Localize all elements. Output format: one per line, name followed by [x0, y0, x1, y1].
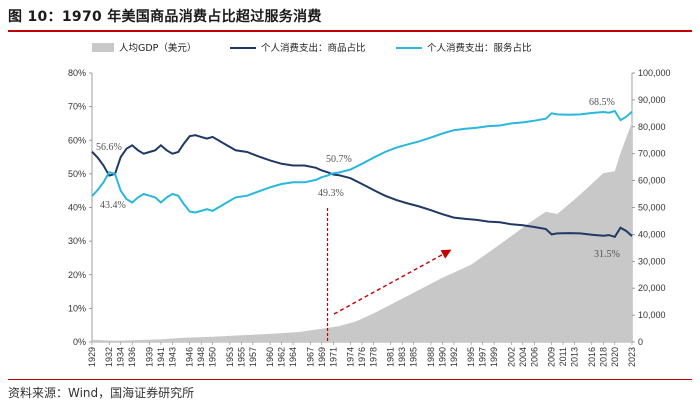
x-tick-label: 1932: [104, 347, 114, 367]
x-tick-label: 1955: [236, 347, 246, 367]
x-tick-label: 1943: [167, 347, 177, 367]
goods-share-line: [91, 134, 633, 238]
source-note: 资料来源：Wind，国海证券研究所: [8, 386, 195, 400]
x-tick-label: 1948: [196, 347, 206, 367]
x-tick-label: 2013: [570, 347, 580, 367]
right-tick-label: 10,000: [638, 310, 666, 320]
right-tick-label: 80,000: [638, 122, 666, 132]
x-tick-label: 1960: [265, 347, 275, 367]
annotation-goods-2023: 31.5%: [594, 249, 620, 260]
annotation-crossover-high: 50.7%: [326, 154, 352, 165]
annotation-crossover-low: 49.3%: [318, 188, 344, 199]
legend-swatch-gdp: [92, 43, 114, 52]
x-tick-label: 1967: [305, 347, 315, 367]
left-tick-label: 50%: [68, 169, 86, 179]
services-share-line: [91, 109, 633, 214]
left-axis-ticks: 0% 10% 20% 30% 40% 50% 60% 70% 80%: [68, 68, 92, 347]
x-tick-label: 1999: [489, 347, 499, 367]
x-tick-label: 1962: [277, 347, 287, 367]
right-tick-label: 20,000: [638, 283, 666, 293]
x-tick-label: 1953: [225, 347, 235, 367]
x-tick-label: 2023: [627, 347, 637, 367]
right-tick-label: 70,000: [638, 149, 666, 159]
source-divider: [8, 379, 692, 380]
x-tick-label: 1981: [386, 347, 396, 367]
gdp-area-series: [92, 122, 632, 342]
x-tick-label: 2002: [506, 347, 516, 367]
x-tick-label: 1995: [466, 347, 476, 367]
x-tick-label: 2011: [558, 347, 568, 366]
legend-label-services: 个人消费支出：服务占比: [427, 42, 532, 54]
right-tick-label: 60,000: [638, 176, 666, 186]
x-tick-label: 2004: [518, 347, 528, 367]
growth-trend-arrow: [333, 249, 452, 315]
left-tick-label: 30%: [68, 236, 86, 246]
left-tick-label: 60%: [68, 135, 86, 145]
right-tick-label: 0: [638, 337, 643, 347]
left-tick-label: 40%: [68, 203, 86, 213]
x-tick-label: 1964: [288, 347, 298, 367]
title-divider: [8, 30, 692, 32]
x-tick-label: 1934: [116, 347, 126, 367]
right-tick-label: 50,000: [638, 203, 666, 213]
left-tick-label: 80%: [68, 68, 86, 78]
right-tick-label: 40,000: [638, 229, 666, 239]
x-tick-label: 1990: [437, 347, 447, 367]
x-tick-label: 1976: [357, 347, 367, 367]
x-tick-label: 1983: [397, 347, 407, 367]
x-tick-label: 2016: [587, 347, 597, 367]
x-tick-label: 1978: [368, 347, 378, 367]
annotation-services-1929: 43.4%: [100, 200, 126, 211]
annotation-goods-1929: 56.6%: [96, 142, 122, 153]
chart-legend: 人均GDP（美元） 个人消费支出：商品占比 个人消费支出：服务占比: [92, 42, 532, 54]
x-tick-label: 2009: [547, 347, 557, 367]
x-tick-label: 1941: [156, 347, 166, 367]
x-tick-label: 1957: [248, 347, 258, 367]
x-tick-label: 2020: [610, 347, 620, 367]
right-tick-label: 90,000: [638, 95, 666, 105]
left-tick-label: 20%: [68, 270, 86, 280]
left-tick-label: 10%: [68, 303, 86, 313]
figure-title: 图 10：1970 年美国商品消费占比超过服务消费: [8, 9, 322, 25]
x-tick-label: 1971: [328, 347, 338, 367]
right-axis-ticks: 0 10,000 20,000 30,000 40,000 50,000 60,000 70,…: [632, 68, 671, 347]
x-tick-label: 1992: [449, 347, 459, 367]
x-tick-label: 2006: [529, 347, 539, 367]
legend-label-gdp: 人均GDP（美元）: [119, 42, 196, 54]
x-tick-label: 1946: [185, 347, 195, 367]
x-tick-label: 1974: [346, 347, 356, 367]
left-tick-label: 0%: [73, 337, 86, 347]
annotation-services-2023: 68.5%: [589, 97, 615, 108]
x-axis-ticks: 1929 1932 1934 1936 1939 1941 1943 1946 1948 1950…: [87, 342, 637, 367]
x-tick-label: 1929: [87, 347, 97, 367]
right-tick-label: 30,000: [638, 256, 666, 266]
right-tick-label: 100,000: [638, 68, 671, 78]
left-tick-label: 70%: [68, 102, 86, 112]
x-tick-label: 1997: [478, 347, 488, 367]
x-tick-label: 2018: [598, 347, 608, 367]
legend-label-goods: 个人消费支出：商品占比: [261, 42, 366, 54]
x-tick-label: 1988: [426, 347, 436, 367]
x-tick-label: 1985: [409, 347, 419, 367]
x-tick-label: 1939: [144, 347, 154, 367]
x-tick-label: 1936: [127, 347, 137, 367]
x-tick-label: 1969: [317, 347, 327, 367]
x-tick-label: 1950: [208, 347, 218, 367]
